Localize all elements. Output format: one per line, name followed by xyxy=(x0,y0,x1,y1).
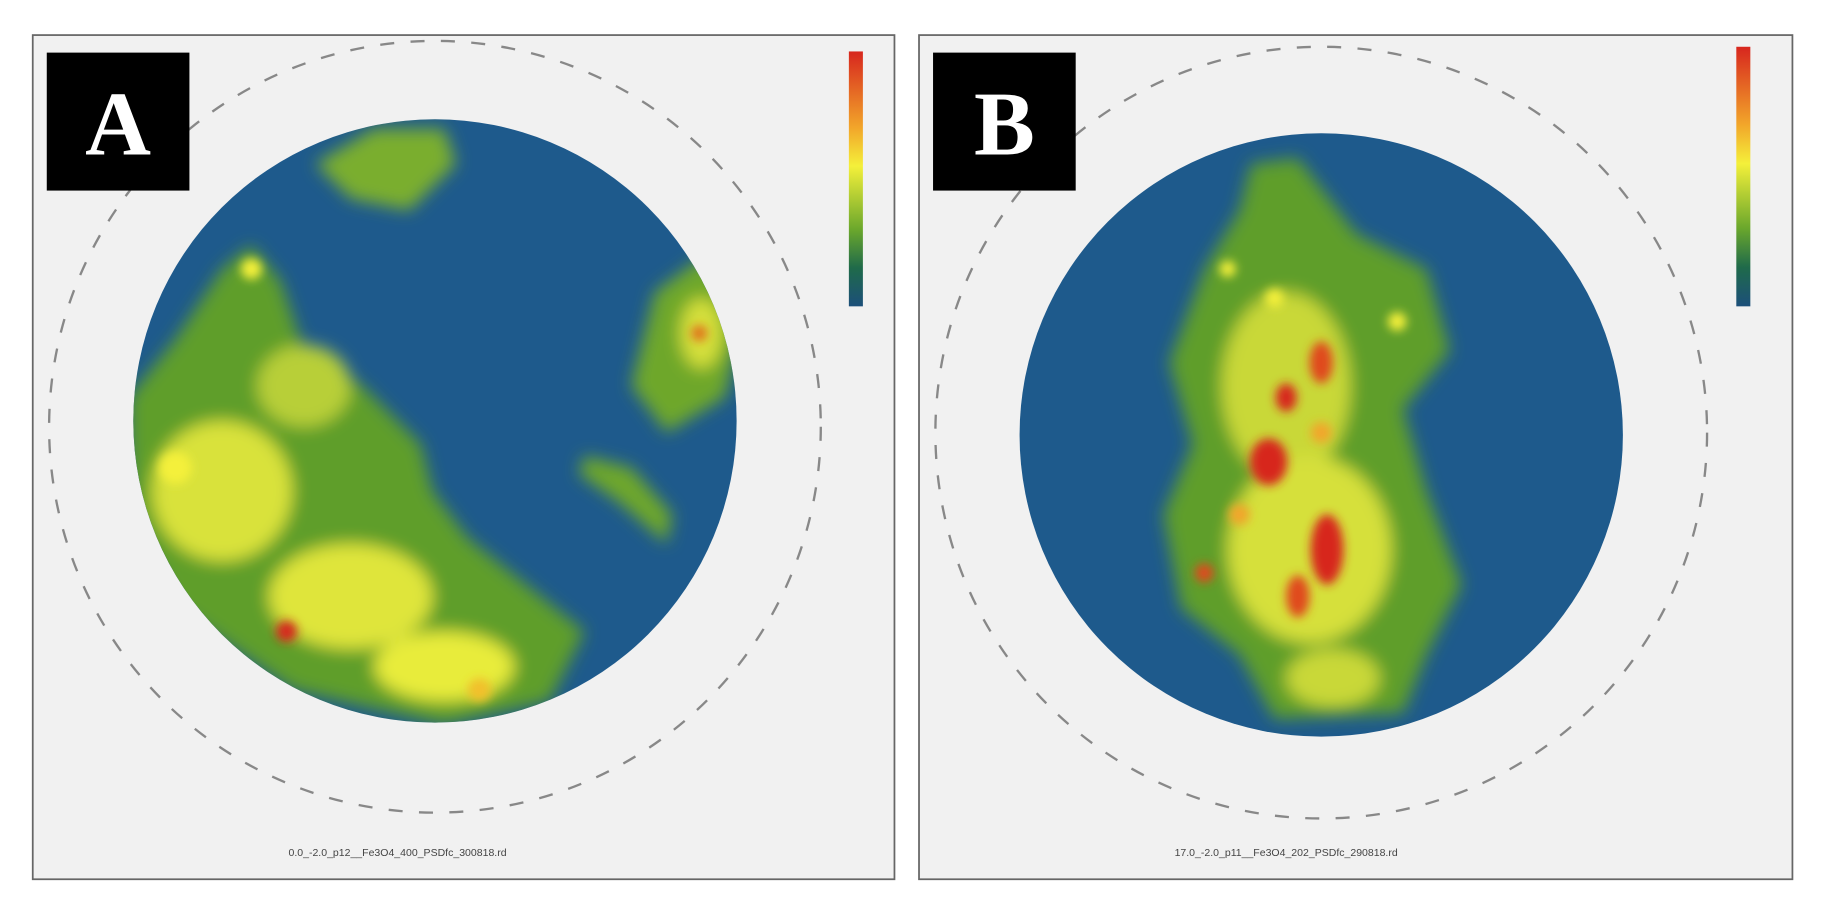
file-name: 17.0_-2.0_p11__Fe3O4_202_PSDfc_290818.rd xyxy=(1175,847,1398,859)
panel-a: A 0.0_-2.0_p12__Fe3O4_400_PSDfc_300818.r… xyxy=(31,34,896,881)
color-bar xyxy=(1736,46,1751,307)
label-box xyxy=(933,52,1076,191)
intensity-map xyxy=(1163,157,1462,720)
file-name: 0.0_-2.0_p12__Fe3O4_400_PSDfc_300818.rd xyxy=(288,847,506,859)
dashed-circle xyxy=(934,45,1709,820)
panel-b: B 17.0_-2.0_p11__Fe3O4_202_PSDfc_290818.… xyxy=(918,34,1794,881)
panel-label: A xyxy=(85,73,151,174)
color-bar xyxy=(848,51,863,307)
panel-label: B xyxy=(974,73,1035,174)
label-box xyxy=(46,52,190,191)
dashed-circle xyxy=(47,39,822,814)
